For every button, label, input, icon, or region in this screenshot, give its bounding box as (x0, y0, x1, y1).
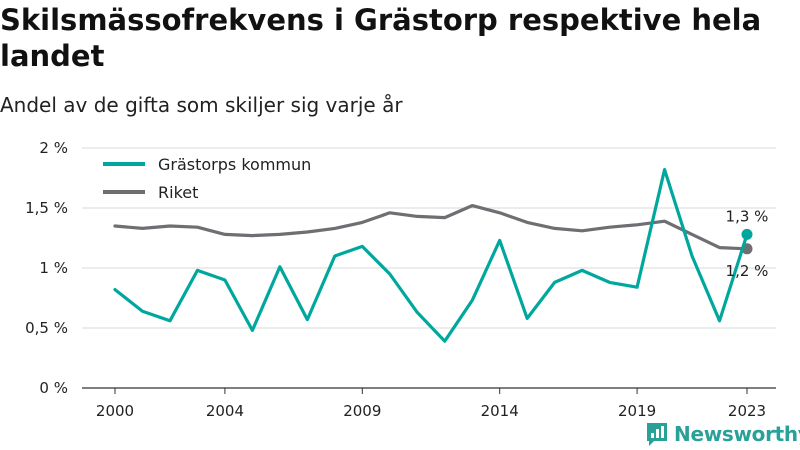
y-tick-label: 1,5 % (25, 199, 68, 217)
x-tick-label: 2004 (206, 402, 244, 420)
y-axis-ticks: 0 % 0,5 % 1 % 1,5 % 2 % (25, 139, 68, 397)
legend-label: Riket (158, 183, 198, 202)
series-end-point-gr-storps-kommun (741, 228, 753, 240)
x-tick-label: 2000 (96, 402, 134, 420)
x-tick-label: 2014 (481, 402, 519, 420)
y-tick-label: 1 % (39, 259, 68, 277)
legend: Grästorps kommun Riket (103, 155, 311, 202)
series-line-gr-storps-kommun (113, 168, 749, 343)
newsworthy-logo-icon (647, 423, 667, 446)
y-tick-label: 0,5 % (25, 319, 68, 337)
grid-lines (82, 147, 776, 389)
y-tick-label: 0 % (39, 379, 68, 397)
end-labels: 1,3 % 1,2 % (726, 207, 769, 279)
x-tick-label: 2019 (618, 402, 656, 420)
x-tick-label: 2023 (728, 402, 766, 420)
x-axis-ticks: 2000 2004 2009 2014 2019 2023 (96, 388, 766, 420)
chart-subtitle: Andel av de gifta som skiljer sig varje … (0, 93, 403, 117)
brand-name: Newsworthy (674, 422, 800, 446)
legend-label: Grästorps kommun (158, 155, 311, 174)
chart-title: Skilsmässofrekvens i Grästorp respektive… (0, 3, 762, 73)
brand-logo: Newsworthy (645, 420, 800, 448)
y-tick-label: 2 % (39, 139, 68, 157)
end-value-label: 1,2 % (726, 262, 769, 280)
series-line-riket (113, 204, 749, 251)
x-tick-label: 2009 (343, 402, 381, 420)
series-layer (113, 168, 753, 343)
end-value-label: 1,3 % (726, 207, 769, 225)
